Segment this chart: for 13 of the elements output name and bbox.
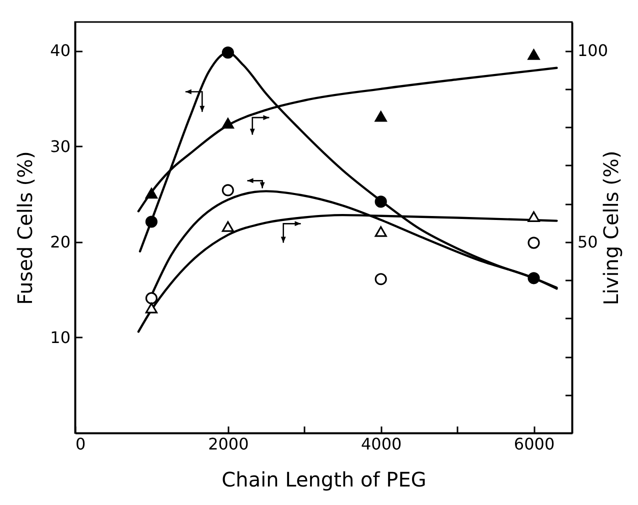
x-tick-label: 4000 (360, 434, 402, 454)
x-axis-title: Chain Length of PEG (222, 468, 426, 492)
y2-tick-label: 100 (578, 41, 608, 60)
y-tick-label: 40 (50, 41, 70, 60)
y2-axis-title: Living Cells (%) (599, 150, 624, 306)
x-tick-label: 0 (76, 434, 86, 454)
y-axis-title: Fused Cells (%) (13, 151, 38, 305)
y-tick-label: 10 (50, 328, 70, 347)
y2-tick-label: 50 (578, 232, 598, 252)
y-tick-label: 30 (50, 136, 70, 156)
x-tick-label: 2000 (208, 434, 249, 454)
y-tick-label: 20 (50, 232, 70, 252)
x-tick-label: 6000 (514, 434, 555, 454)
